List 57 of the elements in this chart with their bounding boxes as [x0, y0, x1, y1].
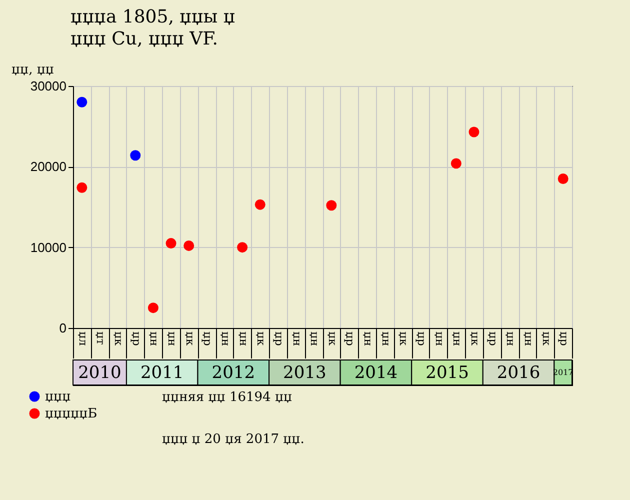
x-tick-label: џр	[130, 332, 143, 346]
text: 2010	[78, 363, 122, 383]
text: 2014	[354, 363, 398, 383]
legend-label: џџџџџБ	[45, 406, 98, 422]
y-tick-label: 20000	[30, 159, 66, 174]
x-tick-label: џр	[415, 332, 428, 346]
x-tick-label: џн	[504, 332, 518, 346]
point	[184, 240, 194, 251]
x-tick-label: џк	[540, 332, 553, 346]
text: 2013	[283, 363, 326, 383]
x-tick-label: џн	[166, 332, 179, 346]
point	[326, 200, 337, 211]
x-tick-label: џр	[201, 332, 214, 346]
x-tick-label: џр	[272, 332, 286, 346]
point	[450, 158, 462, 169]
y-axis-title: џџ, џџ	[12, 62, 54, 78]
text: 2011	[140, 363, 184, 383]
y-tick-label: 0	[59, 320, 66, 336]
chart-subtitle: џџџ Cu, џџџ VF.	[70, 28, 218, 50]
x-tick-label: џк	[183, 332, 196, 346]
x-tick-label: џк	[326, 332, 339, 346]
x-tick-label: џн	[362, 332, 375, 346]
x-tick-label: џн	[432, 332, 446, 346]
point	[237, 242, 248, 253]
point	[148, 302, 158, 314]
x-tick-label: џн	[218, 332, 232, 346]
point	[254, 199, 266, 210]
x-tick-label: џн	[148, 332, 161, 346]
text: џџняя џџ 16194 џџ џџџ џ 20 џя 2017 џџ.	[162, 390, 304, 447]
legend-label: џџџ	[45, 390, 72, 404]
point	[166, 238, 176, 249]
x-tick-label: џн	[308, 332, 322, 346]
x-tick-label: џк	[468, 332, 482, 346]
x-tick-label: џр	[344, 332, 357, 346]
y-tick-label: 10000	[30, 240, 66, 255]
x-tick-label: џр	[558, 332, 571, 346]
text: 2012	[212, 363, 256, 383]
x-tick-label: џн	[290, 332, 304, 346]
x-tick-label: џр	[486, 332, 500, 346]
x-tick-label: џн	[450, 332, 464, 346]
x-tick-label: џк	[397, 332, 410, 346]
point	[558, 174, 568, 184]
point	[76, 96, 88, 108]
x-tick-label: џк	[254, 332, 268, 346]
y-tick-label: 30000	[30, 78, 66, 94]
x-tick-label: џт	[94, 332, 108, 345]
text: 2015	[426, 363, 469, 383]
point	[130, 150, 141, 161]
x-tick-label: џн	[522, 332, 535, 346]
text: 2016	[496, 363, 540, 383]
point	[76, 182, 88, 193]
x-tick-label: џл	[76, 332, 90, 346]
x-tick-label: џк	[112, 332, 126, 346]
x-tick-label: џн	[379, 332, 392, 346]
point	[468, 126, 480, 138]
chart-title: џџџа 1805, џџы џ	[70, 6, 236, 28]
x-tick-label: џн	[236, 332, 250, 346]
